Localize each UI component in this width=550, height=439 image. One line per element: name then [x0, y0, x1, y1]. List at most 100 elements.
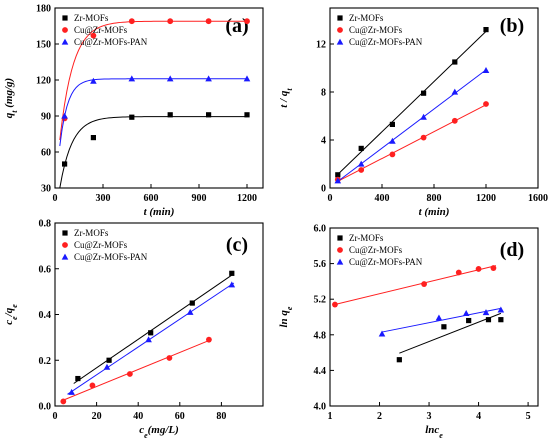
data-point: [485, 317, 492, 323]
legend-label: Zr-MOFs: [74, 13, 109, 23]
legend-label: Cu@Zr-MOFs: [349, 245, 403, 255]
data-point: [205, 75, 212, 82]
data-point: [90, 77, 97, 84]
x-tick-label: 600: [144, 193, 159, 204]
data-point: [205, 18, 212, 25]
legend-marker: [337, 235, 343, 241]
data-point: [126, 371, 133, 377]
x-tick-label: 0: [328, 193, 333, 204]
data-point: [335, 172, 341, 178]
data-point: [166, 355, 173, 361]
x-tick-label: 300: [96, 193, 111, 204]
data-point: [435, 314, 443, 321]
data-point: [244, 112, 250, 118]
legend: Zr-MOFs Cu@Zr-MOFs Cu@Zr-MOFs-PAN: [61, 228, 148, 262]
series-1: [335, 27, 489, 178]
data-point: [389, 121, 395, 127]
legend-label: Cu@Zr-MOFs-PAN: [74, 252, 148, 262]
data-point: [186, 308, 194, 315]
data-point: [167, 112, 173, 118]
legend: Zr-MOFs Cu@Zr-MOFs Cu@Zr-MOFs-PAN: [336, 233, 423, 267]
data-point: [482, 67, 490, 73]
y-axis-title: ce/qe: [3, 304, 19, 325]
data-point: [490, 265, 497, 271]
legend-marker: [61, 38, 69, 45]
legend-marker: [337, 15, 343, 21]
fit-line: [73, 273, 235, 384]
legend-marker: [62, 230, 68, 236]
data-point: [244, 18, 250, 25]
x-axis-title: t (min): [419, 206, 450, 218]
y-tick-label: 4.0: [314, 402, 327, 413]
legend-marker: [337, 27, 343, 33]
chart-panel-3: 0 20 40 60 80 0.0 0.2 0.4 0.6 0.8 ce(mg/L) ce/qe (c)…: [3, 219, 264, 439]
data-point: [167, 18, 174, 25]
data-point: [357, 160, 365, 167]
y-axis-title: ln qe: [278, 306, 294, 327]
data-point: [145, 336, 152, 343]
x-tick-label: 1200: [237, 193, 257, 204]
data-point: [462, 310, 470, 317]
data-point: [466, 317, 472, 324]
data-point: [103, 363, 111, 370]
x-tick-label: 1600: [528, 193, 548, 204]
series-3: [59, 75, 251, 147]
data-point: [243, 75, 251, 82]
data-point: [358, 145, 364, 151]
x-tick-label: 2: [377, 411, 382, 422]
y-axis-title: t / qt: [278, 88, 294, 108]
x-tick-label: 1: [328, 411, 333, 422]
legend-label: Cu@Zr-MOFs-PAN: [349, 257, 423, 267]
legend-label: Zr-MOFs: [349, 233, 384, 243]
y-tick-label: 90: [41, 112, 51, 123]
x-tick-label: 5: [526, 411, 531, 422]
panel-label: (c): [226, 234, 248, 256]
series-3: [334, 67, 490, 184]
data-point: [497, 306, 505, 313]
fit-line: [59, 116, 247, 189]
data-point: [389, 137, 396, 144]
x-tick-label: 1200: [476, 193, 496, 204]
data-point: [128, 18, 135, 25]
fit-line: [61, 339, 212, 402]
y-tick-label: 4.8: [314, 330, 327, 341]
x-axis-title: lnce: [425, 424, 443, 439]
data-point: [396, 357, 402, 363]
fit-line: [59, 78, 247, 147]
data-point: [334, 177, 342, 184]
data-point: [452, 59, 458, 65]
y-tick-label: 5.6: [314, 259, 327, 270]
y-tick-label: 180: [36, 4, 51, 15]
fit-line: [67, 282, 235, 395]
data-point: [482, 309, 490, 316]
series-2: [332, 265, 497, 308]
data-point: [228, 281, 236, 288]
data-point: [89, 382, 96, 389]
y-tick-label: 0.6: [39, 264, 52, 275]
x-tick-label: 800: [427, 193, 442, 204]
data-point: [61, 112, 68, 119]
data-point: [229, 270, 235, 276]
chart-panel-4: 1 2 3 4 5 4.0 4.4 4.8 5.2 5.6 6.0 lnce ln qe (d) Zr-MO…: [278, 224, 539, 439]
data-point: [206, 112, 212, 118]
data-point: [421, 90, 427, 96]
y-axis-title: qt (mg/g): [3, 78, 19, 118]
data-point: [455, 269, 462, 276]
legend: Zr-MOFs Cu@Zr-MOFs Cu@Zr-MOFs-PAN: [61, 13, 148, 47]
y-tick-label: 12: [316, 40, 326, 51]
data-point: [332, 301, 338, 308]
y-tick-label: 60: [41, 148, 51, 159]
legend-marker: [61, 253, 69, 260]
y-tick-label: 4: [321, 136, 326, 147]
data-point: [90, 135, 96, 141]
legend-marker: [62, 15, 68, 21]
legend-marker: [336, 38, 344, 45]
chart-panel-2: 0 400 800 1200 1600 0 4 8 12 t (min) t / qt (b) Zr-M…: [278, 7, 548, 218]
data-point: [166, 75, 174, 82]
data-point: [90, 32, 97, 39]
x-axis-title: ce(mg/L): [139, 424, 179, 439]
data-point: [206, 336, 212, 343]
data-point: [129, 114, 135, 120]
x-tick-label: 0: [53, 193, 58, 204]
